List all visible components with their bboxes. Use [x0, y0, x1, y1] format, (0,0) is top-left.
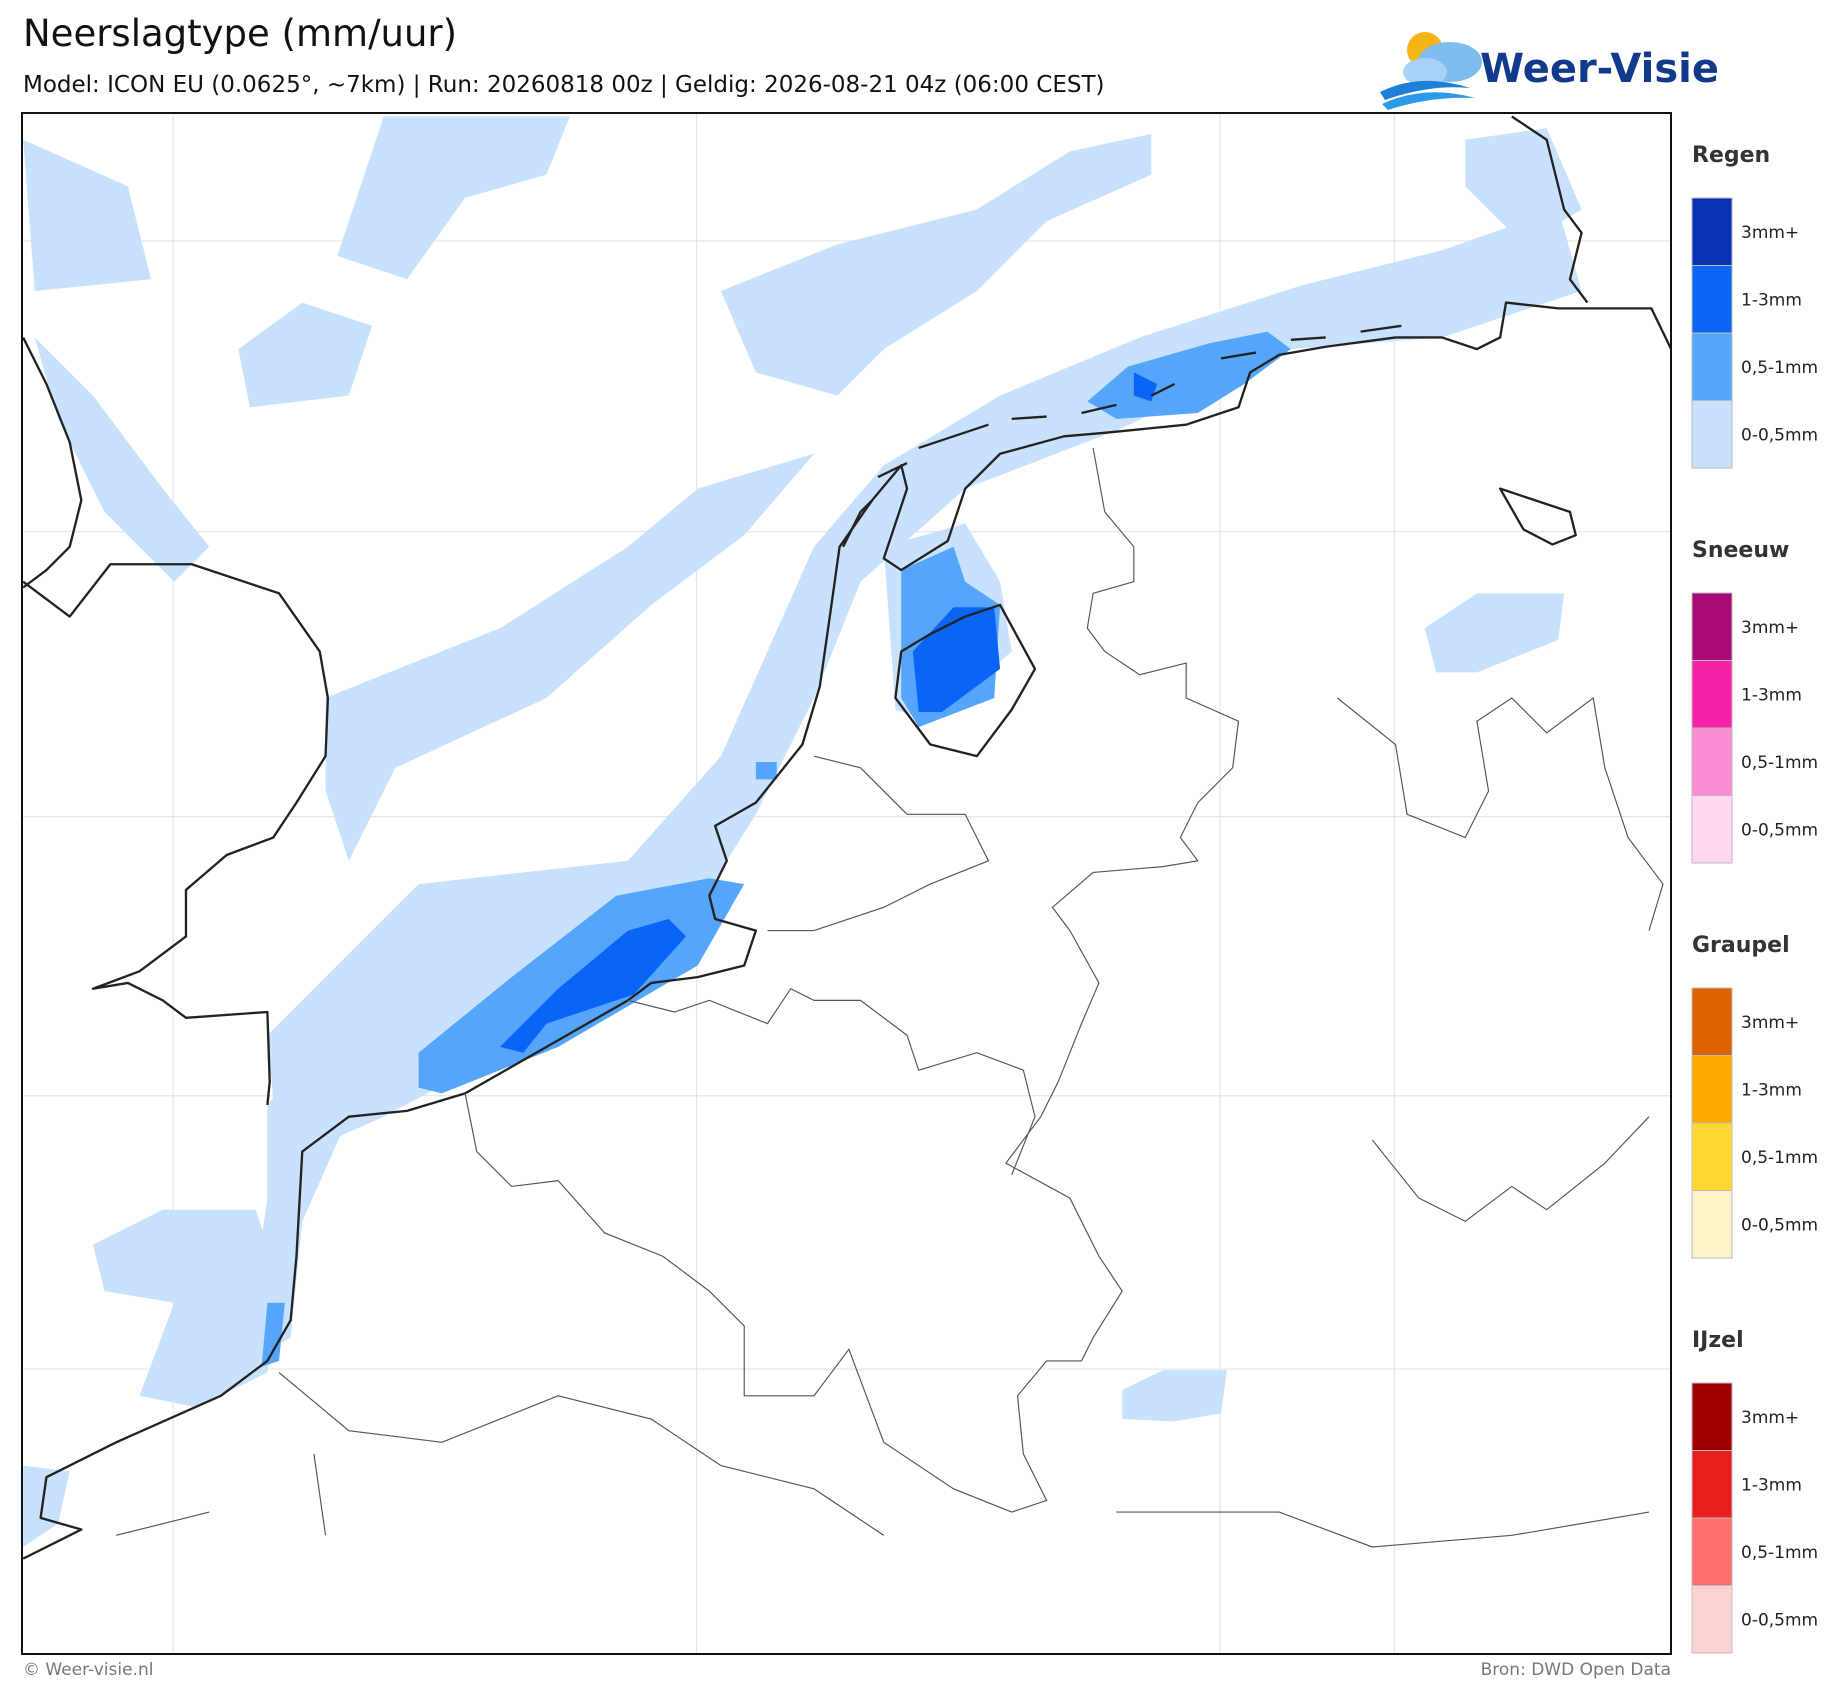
legend: Regen 3mm+ 1-3mm 0,5-1mm 0-0,5mm Sneeuw 3mm+ 1-…	[1691, 143, 1818, 1654]
legend-label: 0-0,5mm	[1741, 1610, 1818, 1630]
legend-title: IJzel	[1692, 1328, 1744, 1353]
borders	[116, 447, 1664, 1548]
legend-label: 0,5-1mm	[1741, 1543, 1818, 1563]
legend-title: Graupel	[1692, 933, 1790, 958]
legend-label: 1-3mm	[1741, 290, 1802, 310]
legend-swatch	[1691, 1517, 1733, 1586]
legend-title: Regen	[1692, 143, 1770, 168]
legend-swatch	[1691, 592, 1733, 661]
legend-label: 3mm+	[1741, 618, 1799, 638]
legend-label: 0,5-1mm	[1741, 358, 1818, 378]
legend-swatch	[1691, 1122, 1733, 1191]
legend-label: 0-0,5mm	[1741, 425, 1818, 445]
legend-label: 0,5-1mm	[1741, 753, 1818, 773]
legend-swatch	[1691, 1382, 1733, 1451]
legend-swatch	[1691, 400, 1733, 469]
legend-swatch	[1691, 987, 1733, 1056]
legend-swatch	[1691, 1585, 1733, 1654]
legend-swatch	[1691, 1055, 1733, 1124]
legend-swatch	[1691, 332, 1733, 401]
legend-label: 3mm+	[1741, 1013, 1799, 1033]
title: Neerslagtype (mm/uur)	[23, 12, 457, 55]
legend-label: 1-3mm	[1741, 1475, 1802, 1495]
legend-swatch	[1691, 727, 1733, 796]
coastlines	[22, 115, 1673, 1560]
legend-swatch	[1691, 1190, 1733, 1259]
legend-label: 3mm+	[1741, 1408, 1799, 1428]
logo: Weer-Visie	[1380, 32, 1719, 110]
legend-label: 0-0,5mm	[1741, 820, 1818, 840]
legend-label: 1-3mm	[1741, 685, 1802, 705]
subtitle: Model: ICON EU (0.0625°, ~7km) | Run: 20…	[23, 72, 1104, 98]
legend-title: Sneeuw	[1692, 538, 1789, 563]
footer-right: Bron: DWD Open Data	[1481, 1660, 1671, 1680]
precipitation	[23, 116, 1582, 1547]
legend-swatch	[1691, 660, 1733, 729]
legend-label: 0,5-1mm	[1741, 1148, 1818, 1168]
legend-swatch	[1691, 265, 1733, 334]
map	[21, 112, 1673, 1655]
legend-swatch	[1691, 795, 1733, 864]
legend-swatch	[1691, 197, 1733, 266]
legend-label: 0-0,5mm	[1741, 1215, 1818, 1235]
legend-swatch	[1691, 1450, 1733, 1519]
legend-label: 3mm+	[1741, 223, 1799, 243]
legend-label: 1-3mm	[1741, 1080, 1802, 1100]
footer-left: © Weer-visie.nl	[23, 1660, 153, 1680]
logo-text: Weer-Visie	[1480, 46, 1719, 92]
